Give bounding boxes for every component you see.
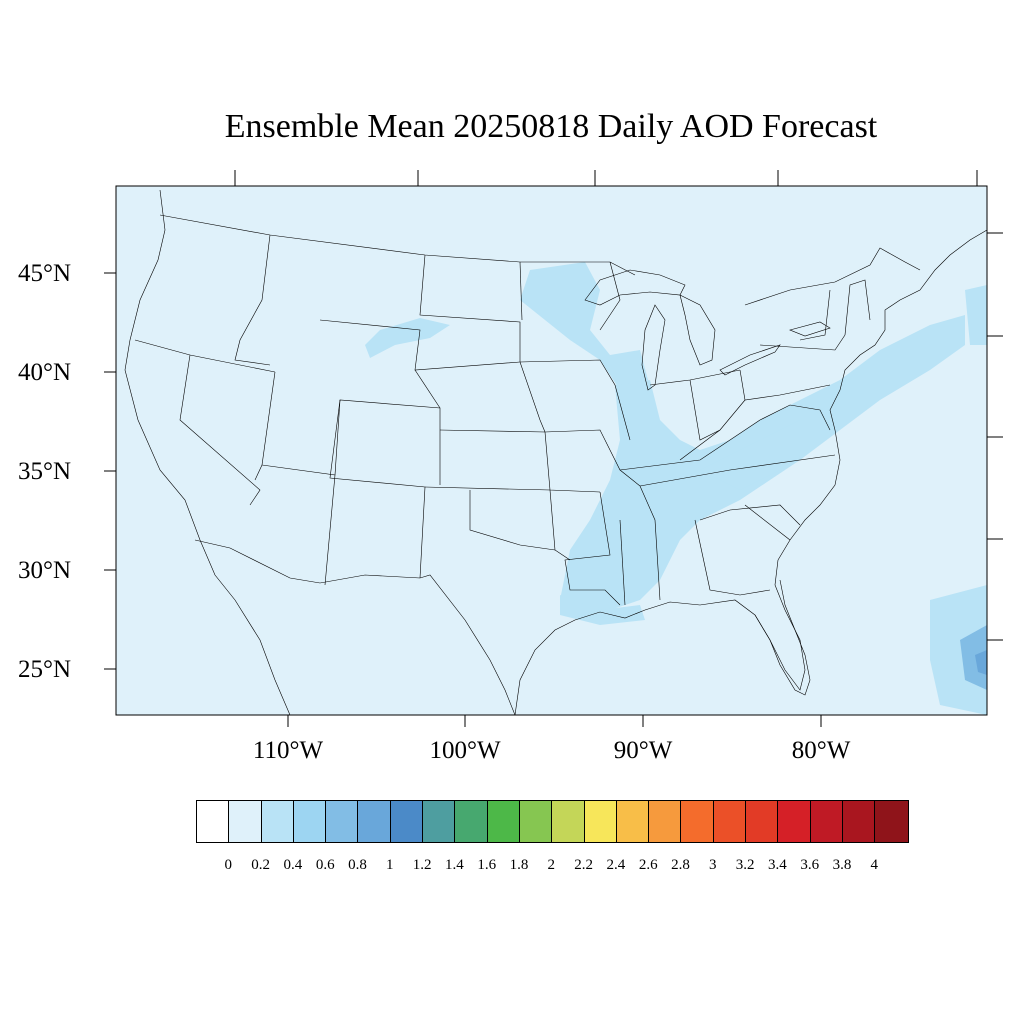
colorbar-label: 2.8	[671, 857, 690, 873]
colorbar-label: 2.6	[638, 857, 658, 873]
colorbar-label: 0	[224, 857, 233, 873]
axis-ticks	[104, 170, 1003, 727]
colorbar-label: 1.4	[445, 857, 464, 873]
colorbar-label: 3.8	[832, 857, 852, 873]
colorbar-swatch	[746, 801, 779, 842]
colorbar-label: 1.2	[412, 857, 432, 873]
colorbar-label: 0.6	[315, 857, 335, 873]
colorbar-label: 1.6	[477, 857, 497, 873]
colorbar-swatch	[584, 801, 617, 842]
aod-plume-appalachian	[700, 420, 820, 490]
aod-high-values	[960, 625, 987, 690]
colorbar-swatch	[713, 801, 747, 842]
lake-superior	[584, 269, 686, 306]
colorbar-swatch	[616, 801, 650, 842]
lon-label-80w: 80°W	[791, 737, 851, 764]
lon-label-90w: 90°W	[613, 737, 673, 764]
lake-erie	[719, 344, 781, 376]
aod-peak-atlantic	[975, 650, 987, 675]
colorbar-labels: 0 0.2 0.4 0.6 0.8 1 1.2 1.4 1.6 1.8 2 2.2 2.4 2.6 2.8 3…	[0, 857, 1024, 877]
colorbar-swatch	[810, 801, 843, 842]
lake-huron	[679, 294, 716, 366]
florida	[754, 579, 811, 696]
us-canada-border-east	[744, 247, 921, 306]
aod-plume-upper-midwest	[520, 262, 648, 390]
colorbar-swatch	[423, 801, 456, 842]
colorbar-swatch	[455, 801, 488, 842]
aod-field-background	[116, 186, 987, 715]
lake-ontario	[789, 321, 831, 337]
colorbar-swatch	[293, 801, 327, 842]
lat-label-30n: 30°N	[18, 557, 72, 584]
colorbar-swatch	[390, 801, 424, 842]
lake-michigan	[641, 304, 666, 391]
colorbar-swatch	[487, 801, 520, 842]
lat-label-35n: 35°N	[18, 458, 72, 485]
colorbar-swatch	[649, 801, 682, 842]
colorbar-label: 0.8	[348, 857, 367, 873]
colorbar-swatch	[326, 801, 359, 842]
colorbar-label: 0.4	[283, 857, 303, 873]
aod-plume-canada-east	[965, 285, 987, 345]
colorbar-swatch	[261, 801, 294, 842]
colorbar	[196, 800, 909, 843]
colorbar-label: 1.8	[509, 857, 529, 873]
lon-label-100w: 100°W	[429, 737, 501, 764]
colorbar-label: 3.6	[800, 857, 820, 873]
aod-high-atlantic	[960, 625, 987, 690]
colorbar-swatch	[552, 801, 585, 842]
colorbar-label: 2.4	[606, 857, 626, 873]
map-frame	[115, 185, 988, 716]
lat-label-25n: 25°N	[18, 656, 72, 683]
east-coast	[777, 229, 988, 561]
west-coast	[124, 189, 291, 716]
lat-label-45n: 45°N	[18, 260, 72, 287]
colorbar-swatch	[778, 801, 811, 842]
colorbar-swatch	[229, 801, 262, 842]
lat-label-40n: 40°N	[18, 359, 72, 386]
colorbar-label: 2	[547, 857, 556, 873]
map-title: Ensemble Mean 20250818 Daily AOD Forecas…	[224, 108, 878, 145]
colorbar-label: 4	[870, 857, 879, 873]
colorbar-swatch	[681, 801, 714, 842]
colorbar-label: 0.2	[251, 857, 270, 873]
colorbar-label: 2.2	[574, 857, 593, 873]
colorbar-swatch	[519, 801, 553, 842]
colorbar-label: 3.4	[768, 857, 787, 873]
colorbar-label: 3.2	[735, 857, 755, 873]
colorbar-label: 1	[386, 857, 394, 873]
colorbar-swatch	[875, 801, 908, 842]
colorbar-label: 3	[709, 857, 717, 873]
aod-plume-wyoming	[365, 318, 450, 358]
colorbar-swatch	[197, 801, 230, 842]
boundaries	[124, 189, 988, 716]
lon-label-110w: 110°W	[252, 737, 324, 764]
colorbar-swatch	[358, 801, 391, 842]
colorbar-swatch	[842, 801, 876, 842]
